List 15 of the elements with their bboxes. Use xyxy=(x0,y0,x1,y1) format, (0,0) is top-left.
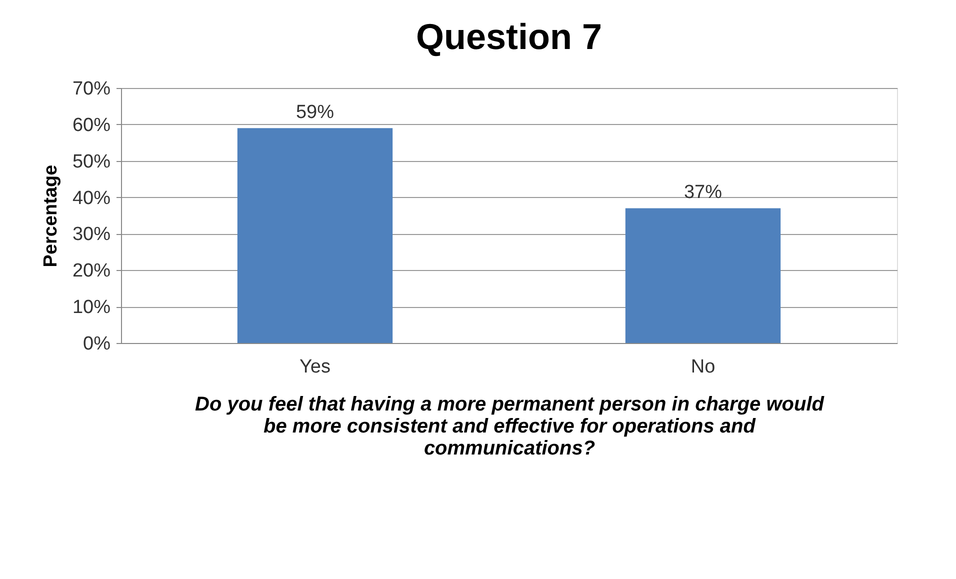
y-tick-label: 60% xyxy=(72,114,111,136)
data-label: 59% xyxy=(296,102,334,124)
data-label: 37% xyxy=(684,182,722,204)
chart-title: Question 7 xyxy=(416,16,602,57)
y-tick-label: 0% xyxy=(83,334,111,354)
y-tick-label: 40% xyxy=(72,188,111,209)
y-axis-title: Percentage xyxy=(40,164,62,268)
y-tick-label: 20% xyxy=(72,260,111,282)
x-axis-title: Do you feel that having a more permanent person in charge would be more consistent and effective for operations and communications? xyxy=(195,394,825,460)
y-tick-label: 30% xyxy=(72,224,111,246)
x-tick-label: Yes xyxy=(300,356,330,378)
x-tick-label: No xyxy=(690,356,716,378)
y-tick-label: 50% xyxy=(72,151,111,172)
y-tick-label: 10% xyxy=(72,297,111,318)
y-tick-label: 70% xyxy=(72,78,111,100)
